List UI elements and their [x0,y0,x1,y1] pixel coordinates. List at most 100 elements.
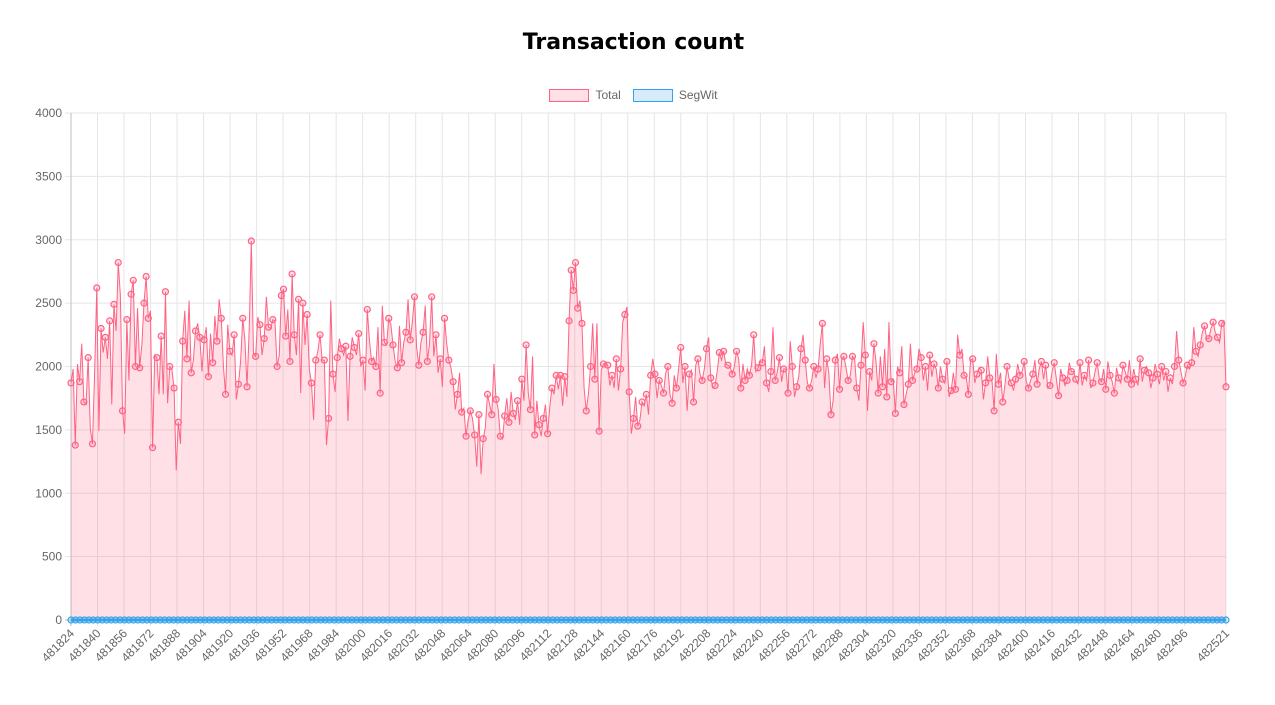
legend-item-total[interactable]: Total [549,88,621,102]
total-point [694,355,702,363]
total-point [999,398,1007,406]
total-point [591,375,599,383]
total-point [475,411,483,419]
total-point [908,376,917,385]
total-point [1033,380,1041,388]
total-point [878,383,887,391]
total-point [1110,389,1118,397]
total-point [771,376,779,385]
total-point [543,430,552,438]
total-point [432,331,440,339]
total-point [1132,375,1140,383]
total-point [346,352,354,360]
total-point [582,407,590,415]
legend-label-total: Total [595,88,621,102]
total-point [312,356,320,364]
total-point [187,369,195,377]
total-point [1003,362,1011,371]
total-point [479,435,487,443]
total-point [604,361,612,369]
total-point [758,359,766,367]
total-point [1115,374,1123,382]
total-point [140,299,148,307]
legend-item-segwit[interactable]: SegWit [632,88,718,102]
total-point [951,385,960,393]
total-point [359,356,367,364]
total-point [571,258,580,267]
total-point [664,362,672,371]
total-point [1153,370,1161,378]
total-point [531,431,539,439]
total-point [896,369,904,377]
total-point [1067,367,1076,376]
total-point [264,323,273,331]
total-point [166,362,174,371]
total-point [247,237,255,245]
total-point [423,357,431,366]
total-point [501,412,509,420]
total-point [466,407,474,415]
total-point [1145,369,1153,377]
total-point [1037,357,1045,366]
total-point [226,347,234,355]
total-point [1024,384,1033,392]
total-point [1084,356,1093,364]
total-point [1157,362,1166,371]
total-point [1119,361,1127,369]
total-point [290,331,298,339]
total-point [518,375,526,383]
total-point [857,361,865,369]
total-point [129,276,137,284]
total-point [123,316,131,324]
total-point [179,337,187,345]
total-point [788,362,796,371]
total-point [969,355,977,363]
total-point [539,414,547,423]
total-point [844,376,852,385]
total-point [823,355,831,363]
total-point [1162,367,1170,376]
total-point [827,411,835,419]
total-point [277,291,285,300]
total-point [440,314,449,322]
total-point [853,384,861,392]
total-point [1063,376,1071,385]
total-point [1175,356,1183,364]
total-point [385,314,393,322]
total-point [445,356,453,364]
total-point [458,408,466,416]
total-point [75,378,84,386]
total-point [805,384,814,392]
total-point [483,390,492,398]
total-point [835,385,844,393]
total-point [84,354,92,362]
chart-title: Transaction count [522,30,745,55]
total-point [612,355,620,363]
total-point [698,376,706,385]
total-point [754,364,762,372]
total-point [1166,374,1174,382]
y-tick-label: 0 [55,613,62,627]
total-point [616,365,625,373]
total-point [861,351,869,359]
total-point [565,317,573,325]
total-point [814,365,822,373]
total-point [994,380,1003,388]
total-point [389,341,397,349]
total-point [793,383,801,391]
total-point [741,376,749,385]
segwit-point [1222,616,1230,624]
total-point [269,316,277,324]
total-point [303,310,311,319]
total-point [651,370,659,378]
total-point [930,360,938,368]
total-point [1205,335,1213,343]
total-point [569,286,577,295]
total-point [981,379,990,387]
total-point [913,365,921,373]
total-point [307,379,316,387]
total-point [797,345,805,353]
total-point [917,354,925,362]
total-point [1080,371,1088,379]
